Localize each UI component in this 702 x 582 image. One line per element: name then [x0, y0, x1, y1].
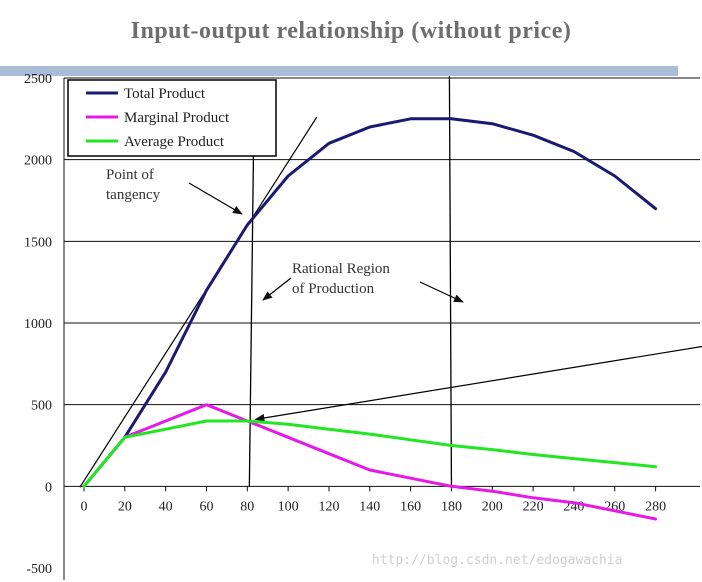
y-tick-label: -500 — [26, 562, 52, 577]
chart-title: Input-output relationship (without price… — [130, 18, 572, 44]
x-tick-label: 100 — [278, 499, 299, 514]
annotation-point-of-tangency: Point of tangency — [106, 167, 161, 203]
x-tick-label: 160 — [400, 499, 421, 514]
legend: Total Product Marginal Product Average Pro… — [67, 79, 277, 157]
annotation-rational-region: Rational Region of Production — [292, 261, 390, 297]
y-tick-label: 2500 — [24, 72, 52, 87]
legend-label: Total Product — [124, 86, 206, 102]
x-tick-label: 40 — [159, 499, 173, 514]
y-tick-label: 1000 — [24, 317, 52, 332]
grid-layer — [64, 77, 700, 487]
y-tick-label: 0 — [45, 480, 52, 495]
legend-label: Average Product — [124, 134, 225, 150]
annotations: Point of tangency Rational Region of Produc… — [106, 167, 464, 303]
x-tick-label: 120 — [318, 499, 339, 514]
series-line-average-product — [82, 419, 658, 488]
x-tick-label: 80 — [240, 499, 254, 514]
series-layer — [82, 117, 658, 521]
axis-layer: -500 0 500 1000 1500 2000 2500 0 20 40 60 80 100 120 1… — [24, 72, 666, 580]
x-tick-label: 140 — [359, 499, 380, 514]
y-tick-label: 1500 — [24, 235, 52, 250]
x-tick-label: 200 — [482, 499, 503, 514]
y-tick-label: 2000 — [24, 154, 52, 169]
title-underline-bar — [0, 66, 678, 76]
x-tick-label: 220 — [523, 499, 544, 514]
series-line-marginal-product — [123, 403, 658, 521]
tangent-line — [79, 116, 318, 488]
region-arrow-right — [419, 281, 464, 303]
x-tick-label: 0 — [81, 499, 88, 514]
x-tick-label: 280 — [645, 499, 666, 514]
x-tick-label: 20 — [118, 499, 132, 514]
x-tick-label: 180 — [441, 499, 462, 514]
region-arrow-left — [262, 277, 292, 301]
tangency-arrow — [188, 182, 243, 215]
x-tick-label: 60 — [199, 499, 213, 514]
y-tick-label: 500 — [31, 399, 52, 414]
helper-lines — [79, 76, 702, 488]
watermark: http://blog.csdn.net/edogawachia — [372, 553, 623, 568]
boundary-line-left — [248, 156, 255, 487]
boundary-line-right — [448, 76, 453, 487]
series-line-total-product — [82, 117, 658, 488]
intersection-arrow — [254, 345, 702, 422]
legend-label: Marginal Product — [124, 110, 230, 126]
